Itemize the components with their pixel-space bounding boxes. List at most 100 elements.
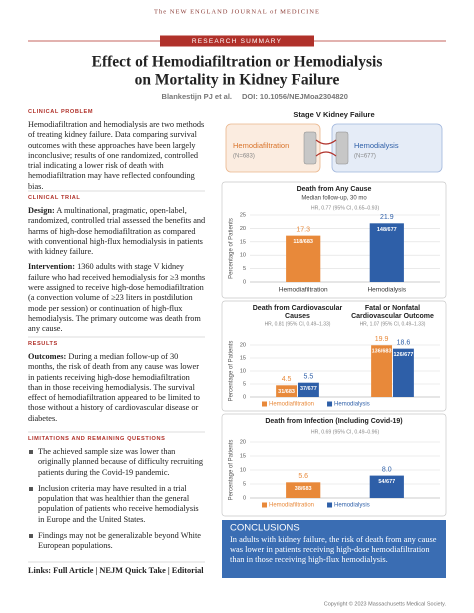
paragraph: Hemodiafiltration and hemodialysis are t… <box>28 120 206 192</box>
count-label: 148/677 <box>377 227 397 233</box>
hazard-ratio: HR, 0.81 (95% CI, 0.49–1.33) <box>265 321 331 327</box>
bar <box>297 382 319 397</box>
section-band <box>160 35 314 47</box>
paragraph-text: 1360 adults with stage V kidney failure … <box>28 262 206 334</box>
y-tick-label: 25 <box>240 212 246 218</box>
links: Links: Full Article | NEJM Quick Take | … <box>28 566 204 575</box>
conclusions-text: In adults with kidney failure, the risk … <box>230 535 437 565</box>
count-label: 54/677 <box>378 479 395 485</box>
count-label: 118/683 <box>293 239 313 245</box>
section-body: Outcomes: During a median follow-up of 3… <box>28 352 206 424</box>
bar <box>369 475 404 498</box>
y-tick-label: 20 <box>240 439 246 445</box>
section: CLINICAL PROBLEM Hemodiafiltration and he… <box>28 109 206 197</box>
legend-swatch <box>327 502 333 508</box>
y-tick-label: 20 <box>240 226 246 232</box>
value-label: 5.5 <box>304 374 314 381</box>
doi: DOI: 10.1056/NEJMoa2304820 <box>242 92 348 101</box>
group-name: Hemodiafiltration <box>233 141 289 150</box>
journal-name: The NEW ENGLAND JOURNAL of MEDICINE <box>154 8 320 15</box>
bar <box>286 235 321 282</box>
chart-title: Death from Infection (Including Covid-19… <box>265 418 402 425</box>
paragraph-text: During a median follow-up of 30 months, … <box>28 352 200 423</box>
y-tick-label: 20 <box>240 342 246 348</box>
group-title: Death from Cardiovascular Causes <box>252 305 343 320</box>
section-body: The achieved sample size was lower than … <box>28 447 206 552</box>
bar <box>371 345 393 397</box>
y-axis-label: Percentage of Patients <box>229 341 235 402</box>
bullet-item: The achieved sample size was lower than … <box>28 447 206 478</box>
section-body: Design: A multinational, pragmatic, open… <box>28 206 206 335</box>
chart-title: Death from Any Cause <box>297 186 372 193</box>
hazard-ratio: HR, 0.77 (95% CI, 0.65–0.93) <box>311 205 380 211</box>
group-name: Hemodialysis <box>354 141 399 150</box>
paragraph: Design: A multinational, pragmatic, open… <box>28 206 206 257</box>
section-body: Hemodiafiltration and hemodialysis are t… <box>28 120 206 192</box>
paragraph-lead: Intervention: <box>28 262 76 272</box>
paragraph-lead: Design: <box>28 206 55 215</box>
legend-label: Hemodialysis <box>334 402 370 408</box>
y-tick-label: 15 <box>240 239 246 245</box>
paragraph: Intervention: 1360 adults with stage V k… <box>28 262 206 334</box>
section-heading: RESULTS <box>28 341 58 347</box>
legend-label: Hemodialysis <box>334 503 370 509</box>
title-line: Effect of Hemodiafiltration or Hemodialy… <box>92 54 383 71</box>
group-n: (N=677) <box>354 154 376 160</box>
bar <box>392 348 414 397</box>
machine-icon <box>303 131 317 165</box>
count-label: 126/677 <box>393 352 413 358</box>
tubing-icon <box>315 139 337 157</box>
section-heading: CLINICAL PROBLEM <box>28 109 94 115</box>
machine-icon <box>335 131 349 165</box>
group-n: (N=683) <box>233 154 255 160</box>
y-tick-label: 10 <box>240 368 246 374</box>
title-line: on Mortality in Kidney Failure <box>135 72 340 89</box>
y-tick-label: 5 <box>243 481 246 487</box>
y-tick-label: 15 <box>240 453 246 459</box>
hazard-ratio: HR, 1.07 (95% CI, 0.49–1.33) <box>360 321 426 327</box>
x-tick-label: Hemodiafiltration <box>279 287 328 294</box>
y-tick-label: 0 <box>243 495 246 501</box>
count-label: 31/683 <box>278 389 295 395</box>
section-label: RESEARCH SUMMARY <box>192 38 282 45</box>
count-label: 38/683 <box>295 486 312 492</box>
section-heading: LIMITATIONS AND REMAINING QUESTIONS <box>28 436 166 442</box>
conclusions-heading: CONCLUSIONS <box>230 523 300 534</box>
section: RESULTS Outcomes: During a median follow-… <box>28 341 206 429</box>
legend-label: Hemodiafiltration <box>269 402 314 408</box>
group-box <box>225 123 321 173</box>
y-tick-label: 5 <box>243 381 246 387</box>
paragraph-text: Hemodiafiltration and hemodialysis are t… <box>28 120 205 191</box>
population-title: Stage V Kidney Failure <box>293 110 374 119</box>
x-tick-label: Hemodialysis <box>367 287 406 294</box>
copyright: Copyright © 2023 Massachusetts Medical S… <box>324 600 447 607</box>
section: LIMITATIONS AND REMAINING QUESTIONS The a… <box>28 436 206 558</box>
y-tick-label: 5 <box>243 266 246 272</box>
authors: Blankestijn PJ et al. <box>162 92 232 101</box>
bullet-item: Findings may not be generalizable beyond… <box>28 531 206 552</box>
value-label: 5.6 <box>298 473 308 480</box>
value-label: 18.6 <box>397 339 411 346</box>
y-tick-label: 0 <box>243 394 246 400</box>
paragraph-text: A multinational, pragmatic, open-label, … <box>28 206 206 257</box>
value-label: 17.3 <box>296 226 310 233</box>
value-label: 4.5 <box>282 376 292 383</box>
section: CLINICAL TRIAL Design: A multinational, p… <box>28 195 206 340</box>
count-label: 37/677 <box>300 386 317 392</box>
bar <box>286 482 321 498</box>
legend-swatch <box>262 502 267 508</box>
legend-swatch <box>327 401 333 407</box>
count-label: 136/683 <box>372 349 392 355</box>
conclusions-box <box>222 520 446 578</box>
hazard-ratio: HR, 0.69 (95% CI, 0.49–0.96) <box>311 429 380 435</box>
paragraph-lead: Outcomes: <box>28 352 67 361</box>
y-tick-label: 10 <box>240 253 246 259</box>
section-heading: CLINICAL TRIAL <box>28 195 81 201</box>
y-tick-label: 15 <box>240 355 246 361</box>
value-label: 21.9 <box>380 214 394 221</box>
paragraph: Outcomes: During a median follow-up of 3… <box>28 352 206 424</box>
value-label: 8.0 <box>382 466 392 473</box>
group-title: Fatal or Nonfatal Cardiovascular Outcome <box>351 305 434 320</box>
value-label: 19.9 <box>375 336 389 343</box>
